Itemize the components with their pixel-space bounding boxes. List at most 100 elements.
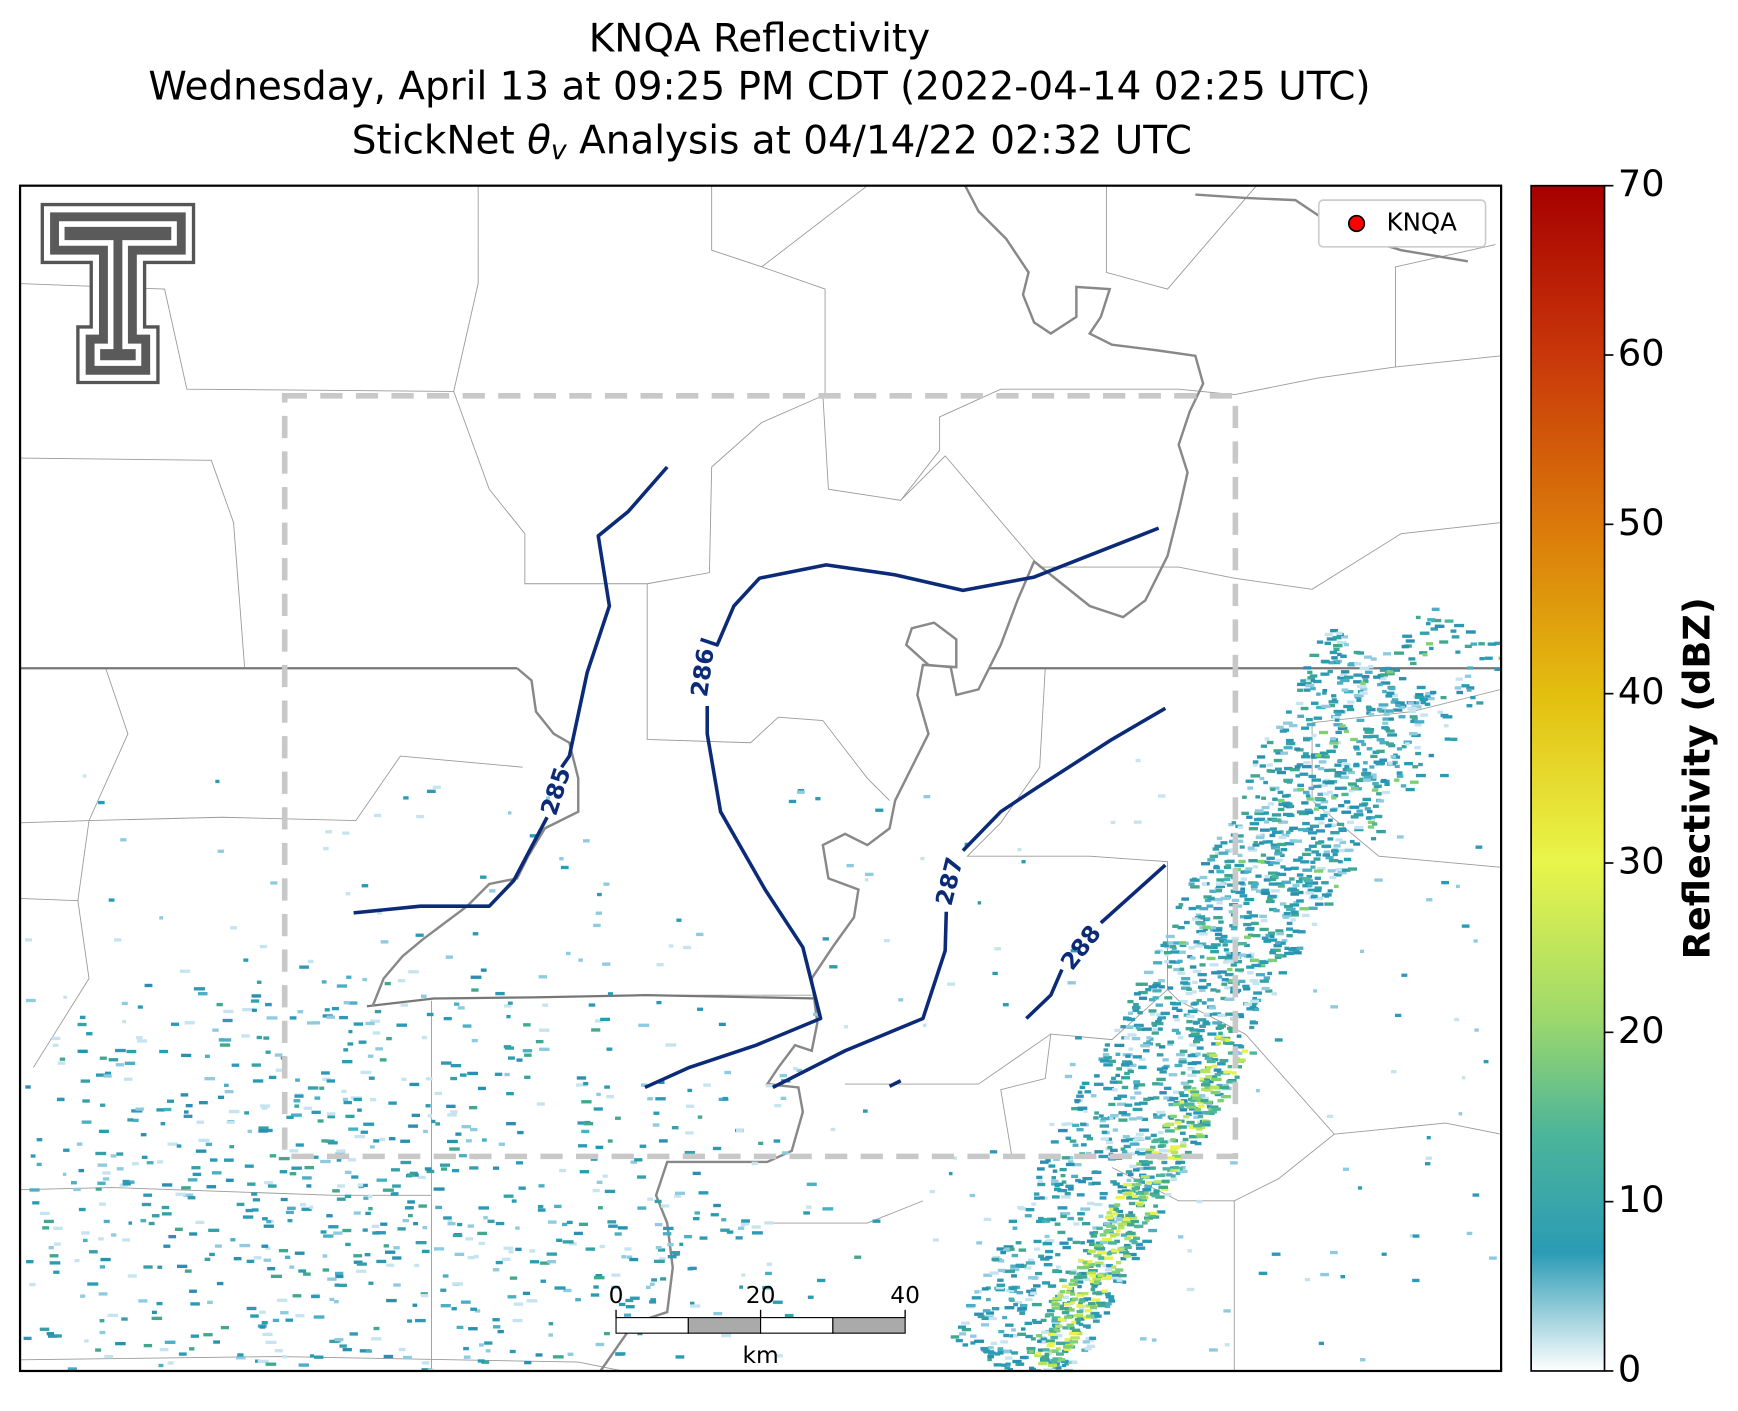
radar-echo: [216, 1002, 223, 1007]
radar-echo: [1328, 818, 1333, 822]
radar-echo: [1123, 1254, 1131, 1258]
radar-echo: [703, 1083, 711, 1087]
radar-echo: [1230, 1161, 1238, 1165]
radar-echo: [1274, 941, 1281, 945]
radar-echo: [1146, 1180, 1152, 1185]
radar-echo: [289, 1149, 299, 1153]
radar-echo: [379, 1058, 387, 1062]
radar-echo: [1067, 1237, 1073, 1241]
radar-echo: [1099, 1119, 1106, 1123]
radar-echo: [1172, 1102, 1182, 1107]
colorbar-tick-label: 60: [1618, 332, 1665, 375]
radar-echo: [1311, 798, 1318, 802]
radar-echo: [421, 1035, 428, 1040]
radar-echo: [987, 1354, 995, 1359]
radar-echo: [1338, 804, 1345, 808]
radar-echo: [1328, 661, 1335, 665]
radar-echo: [1211, 1064, 1218, 1068]
radar-echo: [1081, 1291, 1089, 1296]
radar-echo: [512, 1318, 523, 1323]
radar-echo: [1094, 1074, 1100, 1078]
radar-echo: [114, 938, 122, 942]
radar-echo: [1430, 627, 1439, 631]
radar-echo: [1132, 1107, 1143, 1112]
radar-echo: [689, 1266, 697, 1271]
radar-echo: [1299, 907, 1310, 911]
radar-echo: [1011, 1351, 1019, 1355]
radar-echo: [1108, 1102, 1116, 1107]
radar-echo: [1267, 971, 1272, 976]
radar-echo: [595, 1274, 603, 1278]
radar-echo: [1419, 697, 1428, 702]
radar-echo: [326, 1079, 336, 1083]
radar-echo: [1248, 859, 1258, 863]
radar-echo: [1300, 706, 1309, 711]
radar-echo: [1106, 1140, 1114, 1145]
radar-echo: [1024, 1214, 1032, 1218]
radar-echo: [1057, 1188, 1068, 1193]
radar-echo: [1200, 1125, 1205, 1130]
radar-echo: [1061, 1122, 1068, 1127]
radar-echo: [1168, 1168, 1178, 1172]
radar-echo: [1047, 1363, 1058, 1367]
radar-echo: [600, 1017, 611, 1022]
radar-echo: [1303, 810, 1314, 815]
radar-echo: [1327, 869, 1336, 873]
radar-echo: [1377, 682, 1383, 687]
radar-echo: [1324, 768, 1330, 773]
contour-line: [772, 911, 949, 1090]
radar-echo: [1271, 818, 1282, 823]
radar-echo: [1071, 1320, 1077, 1325]
radar-echo: [1255, 889, 1263, 893]
radar-echo: [1419, 651, 1428, 655]
radar-echo: [1303, 879, 1313, 883]
radar-echo: [1273, 749, 1283, 753]
radar-echo: [454, 1002, 460, 1006]
radar-echo: [1347, 770, 1355, 775]
radar-echo: [1396, 771, 1403, 775]
radar-echo: [369, 1098, 377, 1102]
radar-echo: [1157, 1130, 1164, 1135]
radar-echo: [1042, 1241, 1053, 1246]
radar-echo: [1313, 784, 1322, 789]
radar-echo: [987, 1357, 992, 1362]
radar-echo: [1193, 1115, 1200, 1119]
radar-echo: [1152, 983, 1160, 988]
radar-echo: [393, 1283, 401, 1287]
radar-echo: [1116, 1173, 1123, 1177]
radar-echo: [602, 1174, 608, 1178]
radar-echo: [97, 1181, 106, 1185]
radar-echo: [1110, 1212, 1118, 1216]
radar-echo: [1228, 839, 1235, 844]
radar-echo: [1115, 1073, 1120, 1078]
radar-echo: [1180, 986, 1191, 990]
radar-echo: [684, 1234, 692, 1239]
radar-echo: [1070, 1336, 1080, 1340]
radar-echo: [1361, 675, 1370, 679]
radar-echo: [1102, 1276, 1112, 1281]
radar-echo: [1127, 1033, 1137, 1037]
radar-echo: [1261, 986, 1270, 991]
radar-echo: [426, 789, 436, 794]
radar-echo: [287, 1206, 296, 1210]
radar-echo: [1125, 1137, 1135, 1142]
radar-echo: [1131, 1256, 1140, 1261]
radar-echo: [1256, 755, 1266, 759]
radar-echo: [1116, 1261, 1122, 1265]
radar-echo: [1235, 1051, 1243, 1056]
radar-echo: [219, 1043, 231, 1047]
radar-echo: [1062, 1349, 1069, 1353]
radar-echo: [1179, 1049, 1188, 1053]
radar-echo: [1225, 849, 1232, 853]
radar-echo: [322, 1254, 328, 1258]
radar-echo: [1038, 1254, 1045, 1259]
radar-echo: [1051, 1327, 1058, 1332]
radar-echo: [1269, 899, 1275, 903]
radar-echo: [1129, 1238, 1137, 1243]
radar-echo: [1286, 710, 1292, 714]
radar-echo: [1283, 746, 1293, 750]
radar-echo: [774, 1104, 782, 1108]
radar-echo: [1225, 959, 1235, 963]
radar-echo: [1296, 899, 1304, 903]
radar-echo: [157, 1160, 164, 1164]
